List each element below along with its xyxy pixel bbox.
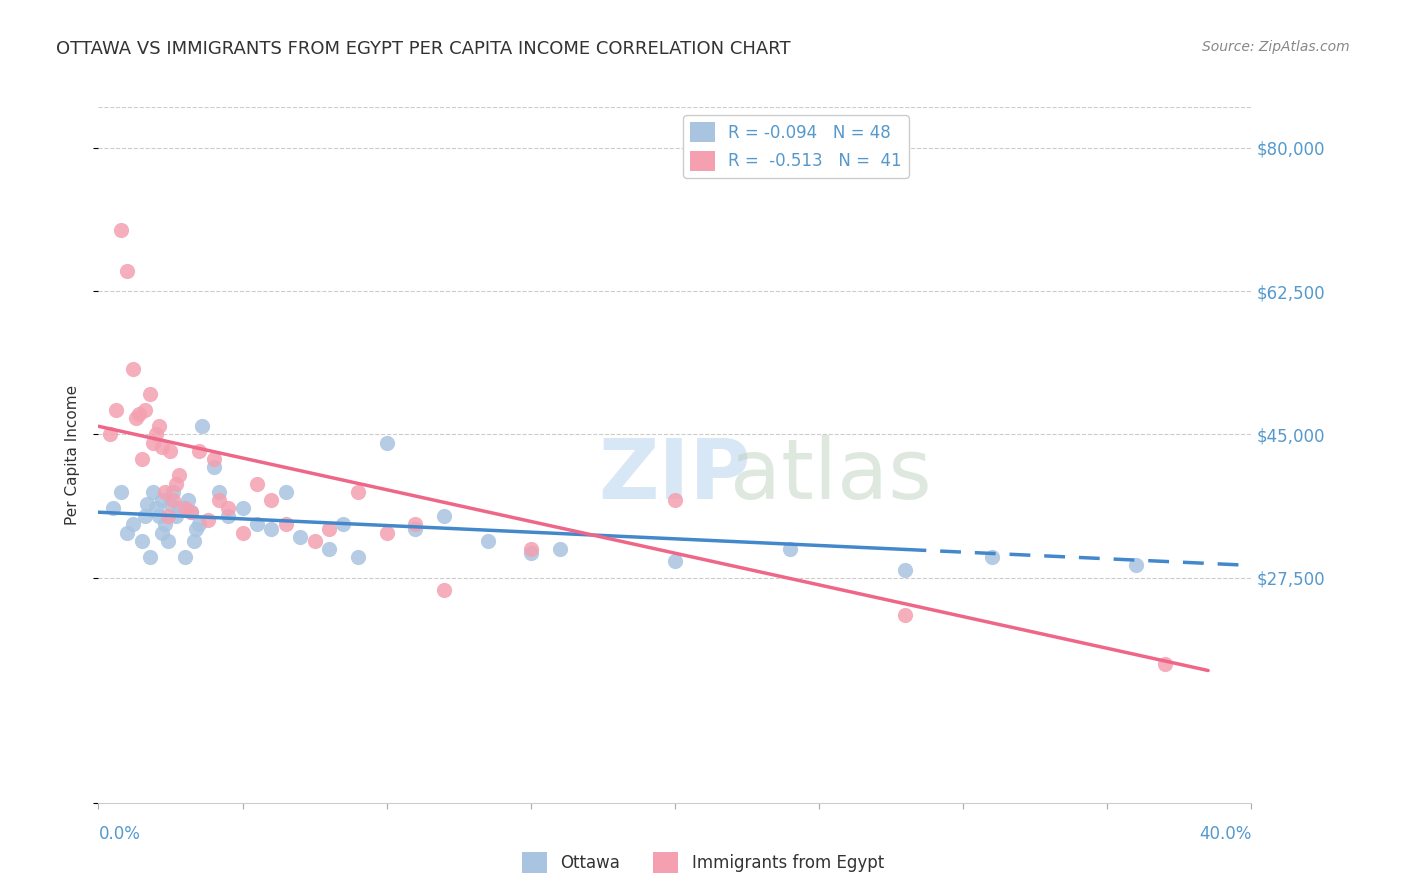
Point (304, 533, 326, 548)
Point (134, 403, 156, 417)
Point (125, 411, 148, 425)
Point (142, 484, 165, 499)
Point (664, 492, 686, 507)
Point (122, 517, 145, 532)
Point (165, 509, 187, 524)
Point (231, 525, 254, 540)
Point (156, 533, 179, 548)
Text: 0.0%: 0.0% (98, 825, 141, 843)
Point (405, 517, 427, 532)
Point (188, 443, 211, 458)
Point (332, 517, 354, 532)
Point (98, 427, 121, 442)
Point (197, 513, 219, 527)
Point (117, 264, 139, 278)
Point (153, 484, 176, 499)
Point (208, 484, 231, 499)
Text: ZIP: ZIP (599, 435, 751, 516)
Point (274, 484, 297, 499)
Point (180, 505, 202, 519)
Point (165, 476, 187, 491)
Point (180, 505, 202, 519)
Point (183, 533, 205, 548)
Point (136, 497, 159, 511)
Point (145, 501, 167, 516)
Point (433, 582, 456, 597)
Point (188, 517, 211, 532)
Point (346, 484, 368, 499)
Point (1153, 657, 1175, 671)
Point (894, 607, 917, 622)
Point (131, 452, 153, 467)
Legend: R = -0.094   N = 48, R =  -0.513   N =  41: R = -0.094 N = 48, R = -0.513 N = 41 (683, 115, 908, 178)
Point (174, 550, 197, 565)
Point (139, 386, 162, 401)
Point (274, 517, 297, 532)
Legend: Ottawa, Immigrants from Egypt: Ottawa, Immigrants from Egypt (515, 846, 891, 880)
Point (110, 484, 132, 499)
Point (433, 509, 456, 524)
Point (477, 533, 499, 548)
Point (246, 517, 269, 532)
Point (375, 435, 398, 450)
Point (150, 525, 173, 540)
Point (142, 435, 165, 450)
Point (217, 501, 239, 516)
Point (191, 419, 214, 434)
Point (664, 554, 686, 568)
Point (217, 509, 239, 524)
Point (290, 530, 312, 544)
Point (208, 492, 231, 507)
Point (159, 443, 181, 458)
Point (134, 509, 156, 524)
Point (131, 533, 153, 548)
Point (150, 492, 173, 507)
Point (148, 419, 170, 434)
Point (231, 501, 254, 516)
Point (405, 522, 427, 536)
Point (894, 562, 917, 576)
Point (145, 427, 167, 442)
Point (167, 468, 190, 483)
Point (1125, 558, 1147, 573)
Text: 40.0%: 40.0% (1199, 825, 1251, 843)
Point (318, 542, 340, 557)
Text: atlas: atlas (730, 435, 931, 516)
Point (981, 550, 1004, 565)
Point (101, 501, 124, 516)
Point (177, 492, 200, 507)
Point (174, 501, 197, 516)
Point (117, 525, 139, 540)
Point (156, 509, 179, 524)
Point (260, 522, 283, 536)
Point (159, 497, 181, 511)
Point (167, 501, 190, 516)
Point (186, 522, 208, 536)
Y-axis label: Per Capita Income: Per Capita Income (65, 384, 80, 525)
Point (202, 452, 225, 467)
Point (375, 525, 398, 540)
Point (246, 476, 269, 491)
Point (153, 517, 176, 532)
Text: OTTAWA VS IMMIGRANTS FROM EGYPT PER CAPITA INCOME CORRELATION CHART: OTTAWA VS IMMIGRANTS FROM EGYPT PER CAPI… (56, 40, 790, 58)
Text: Source: ZipAtlas.com: Source: ZipAtlas.com (1202, 40, 1350, 54)
Point (139, 550, 162, 565)
Point (110, 223, 132, 237)
Point (162, 484, 184, 499)
Point (104, 403, 127, 417)
Point (318, 522, 340, 536)
Point (162, 492, 184, 507)
Point (346, 550, 368, 565)
Point (148, 509, 170, 524)
Point (202, 460, 225, 475)
Point (128, 407, 150, 421)
Point (548, 542, 571, 557)
Point (520, 546, 543, 560)
Point (520, 542, 543, 557)
Point (122, 362, 145, 376)
Point (779, 542, 801, 557)
Point (150, 440, 173, 454)
Point (260, 492, 283, 507)
